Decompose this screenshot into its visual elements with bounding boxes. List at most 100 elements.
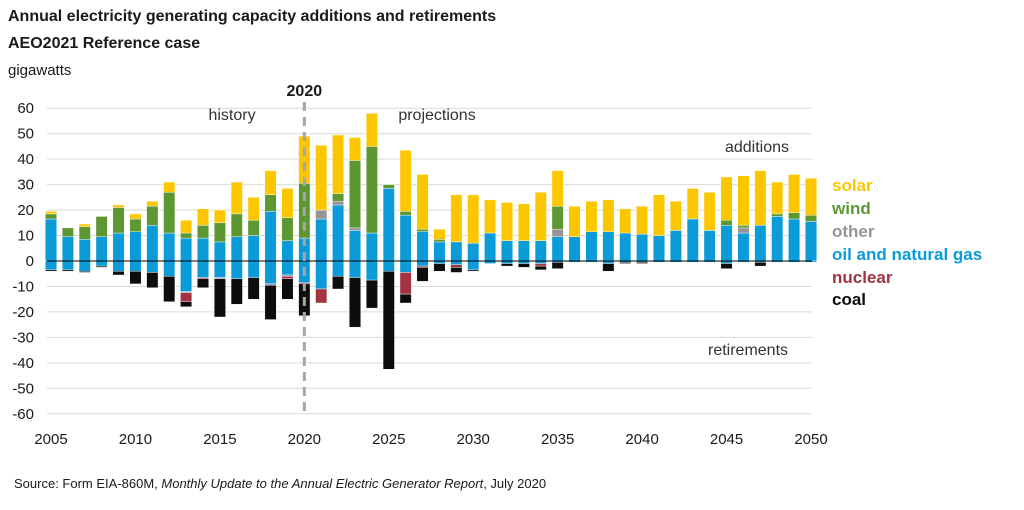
y-tick-label: 20 xyxy=(17,202,34,219)
bar-wind-addition xyxy=(382,184,395,189)
bar-solar-addition xyxy=(146,200,159,207)
bar-oil-gas-addition xyxy=(754,225,767,262)
bar-wind-addition xyxy=(551,206,564,230)
bar-nuclear-retirement xyxy=(450,264,463,268)
source-prefix: Source: Form EIA-860M, xyxy=(14,476,162,491)
bar-oil-gas-addition xyxy=(61,236,74,262)
y-tick-label: -20 xyxy=(12,304,34,321)
bar-solar-addition xyxy=(805,178,817,216)
bar-coal-retirement xyxy=(450,267,463,273)
bar-coal-retirement xyxy=(365,279,378,309)
bar-solar-addition xyxy=(349,137,361,161)
bar-oil-gas-retirement xyxy=(264,260,277,285)
bar-other-addition xyxy=(551,228,564,238)
bar-coal-retirement xyxy=(501,263,513,267)
x-tick-label: 2030 xyxy=(457,431,490,448)
bar-solar-addition xyxy=(551,170,564,207)
bar-wind-addition xyxy=(129,218,142,232)
bar-solar-addition xyxy=(720,176,733,221)
y-tick-label: 40 xyxy=(17,151,34,168)
bar-wind-addition xyxy=(230,213,243,238)
x-tick-label: 2020 xyxy=(288,431,321,448)
bar-oil-gas-retirement xyxy=(450,260,463,266)
bar-solar-addition xyxy=(399,150,412,212)
bar-solar-addition xyxy=(771,181,784,215)
x-tick-label: 2015 xyxy=(203,431,236,448)
bar-solar-addition xyxy=(112,204,125,208)
bar-wind-addition xyxy=(737,225,750,229)
bar-solar-addition xyxy=(703,192,716,231)
bar-solar-addition xyxy=(180,220,193,234)
bar-oil-gas-addition xyxy=(669,230,682,262)
bar-coal-retirement xyxy=(281,278,294,300)
bar-solar-addition xyxy=(78,223,91,227)
bar-wind-addition xyxy=(365,146,378,234)
bar-oil-gas-addition xyxy=(163,232,176,262)
bar-nuclear-retirement xyxy=(534,263,547,267)
x-tick-label: 2025 xyxy=(372,431,405,448)
bar-coal-retirement xyxy=(61,269,74,272)
bar-wind-addition xyxy=(399,211,412,216)
bar-oil-gas-retirement xyxy=(197,260,209,278)
bar-coal-retirement xyxy=(95,265,108,268)
legend-wind: wind xyxy=(832,199,871,218)
bar-wind-addition xyxy=(788,212,801,220)
bar-solar-addition xyxy=(281,188,294,218)
bar-oil-gas-addition xyxy=(349,230,361,262)
bar-oil-gas-addition xyxy=(551,236,564,262)
bar-solar-addition xyxy=(129,213,142,220)
bar-solar-addition xyxy=(484,199,497,234)
y-tick-label: -60 xyxy=(12,406,34,423)
bar-oil-gas-retirement xyxy=(349,260,361,278)
bar-solar-addition xyxy=(602,199,615,232)
bar-oil-gas-addition xyxy=(112,232,125,262)
bar-oil-gas-addition xyxy=(568,236,581,262)
bar-wind-addition xyxy=(45,213,57,220)
bar-oil-gas-retirement xyxy=(213,260,226,278)
legend-nuclear: nuclear xyxy=(832,268,893,287)
bar-coal-retirement xyxy=(247,277,260,300)
bar-oil-gas-retirement xyxy=(163,260,176,277)
x-tick-label: 2005 xyxy=(34,431,67,448)
bar-wind-addition xyxy=(771,213,784,217)
bar-coal-retirement xyxy=(213,278,226,318)
bar-oil-gas-addition xyxy=(264,211,277,262)
bar-oil-gas-addition xyxy=(619,232,632,262)
bar-coal-retirement xyxy=(399,293,412,304)
bar-wind-addition xyxy=(197,225,209,239)
bar-nuclear-retirement xyxy=(399,272,412,295)
bar-solar-addition xyxy=(45,211,57,215)
bar-coal-retirement xyxy=(382,270,395,370)
bar-solar-addition xyxy=(737,175,750,226)
bar-coal-retirement xyxy=(230,278,243,305)
bar-oil-gas-addition xyxy=(467,242,480,262)
x-tick-label: 2050 xyxy=(794,431,827,448)
bar-oil-gas-addition xyxy=(146,225,159,262)
bar-wind-addition xyxy=(247,220,260,236)
bar-oil-gas-retirement xyxy=(146,260,159,273)
bar-wind-addition xyxy=(146,206,159,226)
bar-wind-addition xyxy=(416,228,429,232)
bar-oil-gas-addition xyxy=(686,218,699,262)
bar-oil-gas-retirement xyxy=(61,260,74,271)
legend-solar: solar xyxy=(832,176,873,195)
bar-coal-retirement xyxy=(146,272,159,288)
additions-label: additions xyxy=(725,139,789,156)
bar-oil-gas-addition xyxy=(653,235,665,262)
bar-solar-addition xyxy=(517,203,530,241)
bar-oil-gas-addition xyxy=(534,240,547,262)
bar-oil-gas-addition xyxy=(720,225,733,262)
bar-oil-gas-addition xyxy=(433,241,446,262)
source-note: Source: Form EIA-860M, Monthly Update to… xyxy=(14,476,546,491)
legend-oil-gas: oil and natural gas xyxy=(832,245,983,264)
bar-nuclear-retirement xyxy=(180,292,193,302)
divider-year-label: 2020 xyxy=(287,83,323,100)
source-suffix: , July 2020 xyxy=(483,476,547,491)
bar-oil-gas-addition xyxy=(230,236,243,262)
bar-solar-addition xyxy=(754,170,767,226)
bar-coal-retirement xyxy=(78,270,91,273)
y-tick-label: 0 xyxy=(26,253,34,270)
legend-other: other xyxy=(832,222,875,241)
bar-solar-addition xyxy=(619,208,632,234)
